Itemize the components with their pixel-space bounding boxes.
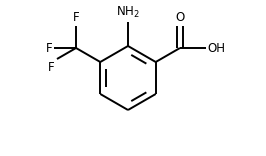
Text: F: F — [48, 61, 55, 74]
Text: F: F — [73, 11, 79, 24]
Text: O: O — [175, 11, 185, 24]
Text: OH: OH — [207, 41, 225, 54]
Text: F: F — [45, 41, 52, 54]
Text: NH$_2$: NH$_2$ — [116, 5, 140, 20]
